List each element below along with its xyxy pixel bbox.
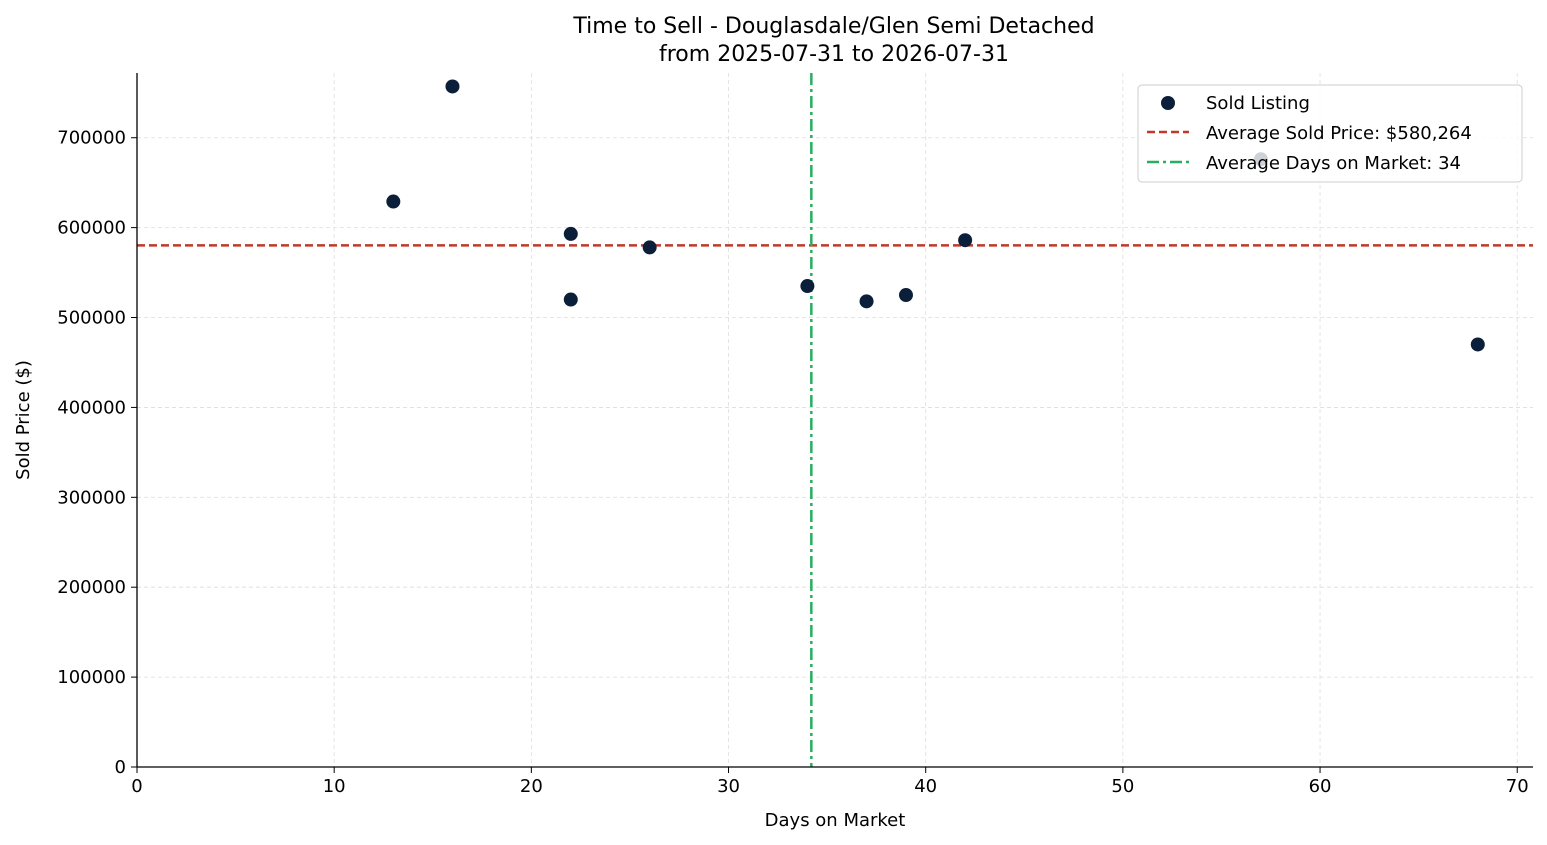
x-tick-label: 30 [717, 776, 740, 797]
data-point [1470, 337, 1485, 352]
legend-box [1137, 84, 1523, 183]
legend-marker-sold-listing [1161, 96, 1175, 110]
x-tick-label: 0 [131, 776, 142, 797]
x-tick-label: 40 [914, 776, 937, 797]
y-tick-label: 300000 [57, 487, 126, 508]
y-tick-label: 700000 [57, 128, 126, 149]
data-point [958, 233, 973, 248]
data-point [898, 288, 913, 303]
data-point [563, 226, 578, 241]
legend-label-sold-listing: Sold Listing [1206, 93, 1310, 114]
x-tick-label: 60 [1309, 776, 1332, 797]
axes [136, 73, 1533, 768]
grid-lines [137, 73, 1533, 767]
data-point [800, 279, 815, 294]
data-point [642, 240, 657, 255]
y-axis-label: Sold Price ($) [13, 360, 34, 480]
chart-title: Time to Sell - Douglasdale/Glen Semi Det… [572, 14, 1094, 39]
y-ticks: 0 100000 200000 300000 400000 500000 600000 700… [57, 128, 137, 778]
x-axis-label: Days on Market [765, 810, 906, 831]
data-point [563, 292, 578, 307]
y-tick-label: 600000 [57, 218, 126, 239]
y-tick-label: 500000 [57, 308, 126, 329]
legend-label-average-sold-price: Average Sold Price: $580,264 [1206, 123, 1472, 144]
chart-subtitle: from 2025-07-31 to 2026-07-31 [659, 42, 1009, 67]
legend-label-average-days-on-market: Average Days on Market: 34 [1206, 153, 1461, 174]
y-tick-label: 400000 [57, 397, 126, 418]
x-tick-label: 20 [520, 776, 543, 797]
x-tick-label: 70 [1506, 776, 1529, 797]
y-tick-label: 0 [115, 757, 126, 778]
y-tick-label: 200000 [57, 577, 126, 598]
data-point [859, 294, 874, 309]
legend: Sold Listing Average Sold Price: $580,26… [1137, 84, 1523, 183]
data-points [386, 79, 1485, 352]
y-tick-label: 100000 [57, 667, 126, 688]
data-point [386, 194, 401, 209]
data-point [445, 79, 460, 94]
x-tick-label: 10 [323, 776, 346, 797]
reference-lines [137, 73, 1533, 767]
x-ticks: 0 10 20 30 40 50 60 70 [131, 767, 1529, 797]
x-tick-label: 50 [1111, 776, 1134, 797]
